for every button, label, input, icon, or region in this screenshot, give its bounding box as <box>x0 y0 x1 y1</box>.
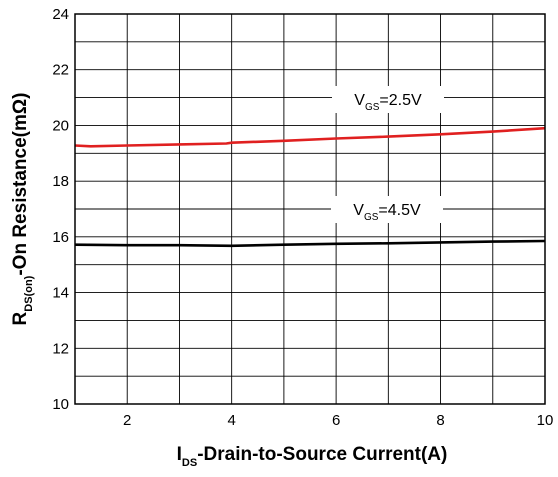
x-tick-label: 6 <box>332 412 340 429</box>
plot-frame <box>74 13 546 405</box>
grid <box>74 13 546 405</box>
series-annotation-2: VGS=4.5V <box>353 202 421 223</box>
series-line-1 <box>74 126 546 148</box>
x-tick-label: 8 <box>436 412 444 429</box>
x-tick-label: 10 <box>537 412 554 429</box>
x-tick-label: 2 <box>123 412 131 429</box>
series-annotations: VGS=2.5V VGS=4.5V <box>331 86 444 223</box>
y-tick-label: 12 <box>52 340 69 357</box>
x-axis-label: IDS-Drain-to-Source Current(A) <box>177 444 448 469</box>
y-tick-label: 22 <box>52 62 69 79</box>
y-axis-label: RDS(on)-On Resistance(mΩ) <box>10 93 35 326</box>
annotation-background <box>331 196 443 223</box>
y-tick-label: 20 <box>52 117 69 134</box>
y-tick-label: 24 <box>52 6 69 23</box>
y-tick-label: 16 <box>52 229 69 246</box>
y-tick-labels: 10 12 14 16 18 20 22 24 <box>52 6 69 413</box>
annotation-background <box>332 86 444 113</box>
x-tick-label: 4 <box>227 412 235 429</box>
x-tick-labels: 2 4 6 8 10 <box>123 412 553 429</box>
y-tick-label: 18 <box>52 173 69 190</box>
series-annotation-1: VGS=2.5V <box>354 92 422 113</box>
series-lines <box>74 126 546 248</box>
y-tick-label: 14 <box>52 285 69 302</box>
series-line-2 <box>74 239 546 248</box>
y-tick-label: 10 <box>52 396 69 413</box>
